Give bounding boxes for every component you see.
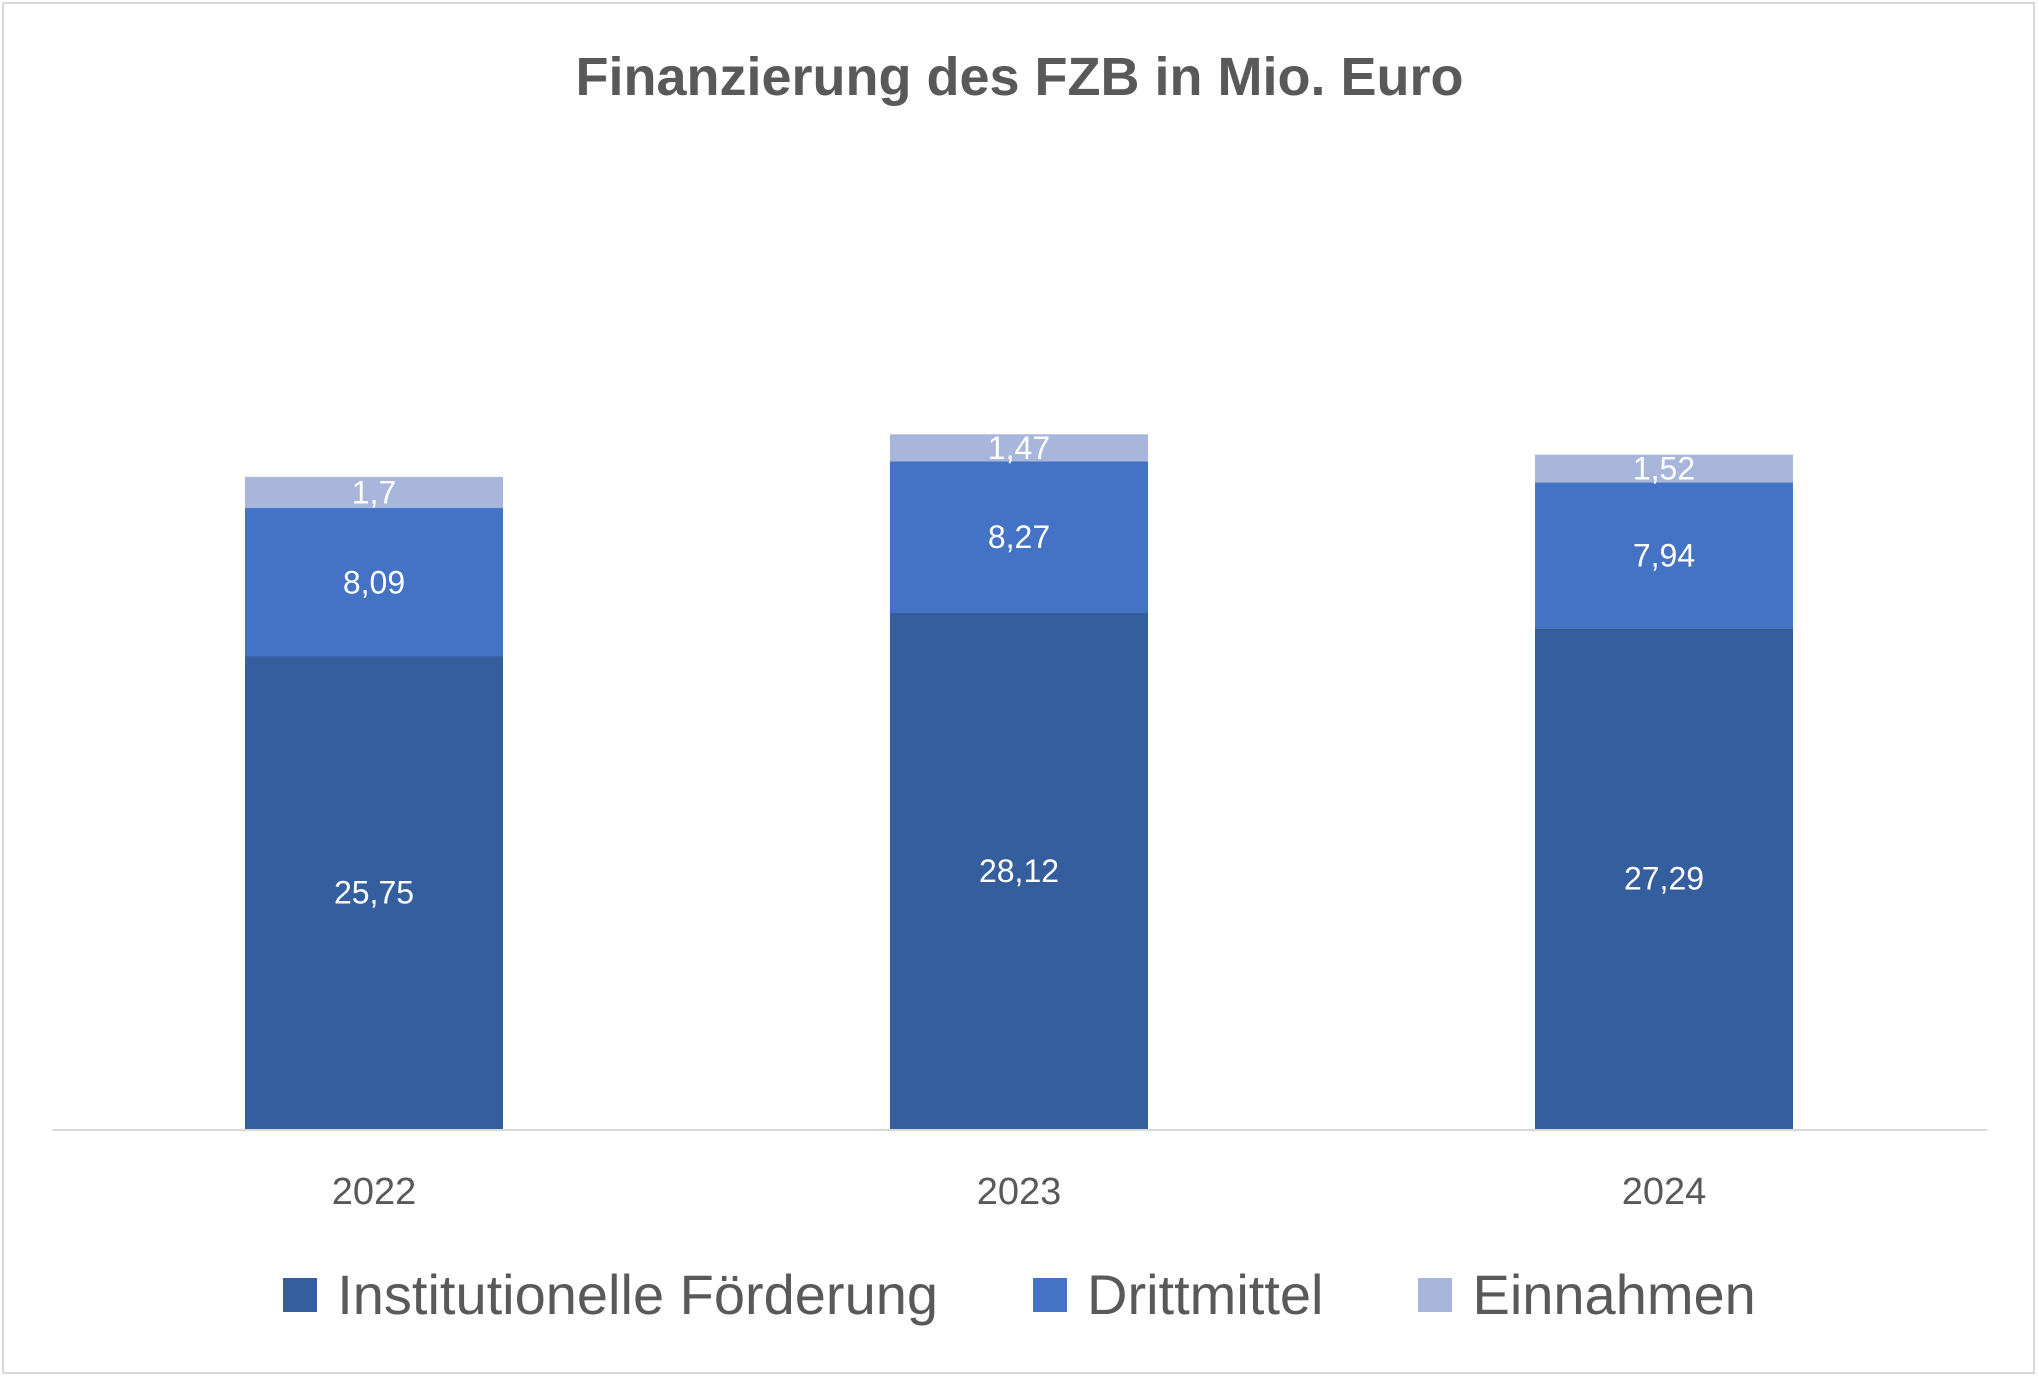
legend-swatch-drittmittel <box>1033 1277 1068 1312</box>
bar-drittmittel-2023 <box>890 461 1148 613</box>
bar-drittmittel-2024 <box>1535 482 1793 629</box>
legend-label-institutionelle-foerderung: Institutionelle Förderung <box>337 1263 939 1326</box>
data-label-institutionelle-foerderung-2023: 28,12 <box>979 853 1059 889</box>
x-tick-label-2024: 2024 <box>1622 1171 1707 1213</box>
chart-title: Finanzierung des FZB in Mio. Euro <box>575 47 1464 107</box>
data-label-einnahmen-2023: 1,47 <box>988 430 1050 466</box>
data-label-drittmittel-2023: 8,27 <box>988 519 1050 555</box>
legend-item-einnahmen: Einnahmen <box>1418 1262 1756 1327</box>
legend-item-drittmittel: Drittmittel <box>1033 1262 1323 1327</box>
data-label-institutionelle-foerderung-2022: 25,75 <box>334 875 414 911</box>
bar-drittmittel-2022 <box>245 508 503 657</box>
x-tick-label-2022: 2022 <box>332 1171 417 1213</box>
legend-swatch-einnahmen <box>1418 1277 1453 1312</box>
legend-label-einnahmen: Einnahmen <box>1472 1263 1756 1326</box>
bar-einnahmen-2022 <box>245 476 503 509</box>
x-tick-label-2023: 2023 <box>977 1171 1062 1213</box>
bar-institutionelle-foerderung-2023 <box>890 612 1148 1129</box>
bar-institutionelle-foerderung-2024 <box>1535 628 1793 1129</box>
bar-institutionelle-foerderung-2022 <box>245 656 503 1129</box>
data-label-drittmittel-2024: 7,94 <box>1633 537 1695 573</box>
legend-item-institutionelle-foerderung: Institutionelle Förderung <box>283 1262 938 1327</box>
legend-label-drittmittel: Drittmittel <box>1087 1263 1324 1326</box>
bar-einnahmen-2023 <box>890 434 1148 462</box>
data-label-einnahmen-2024: 1,52 <box>1633 451 1695 487</box>
data-label-einnahmen-2022: 1,7 <box>352 474 396 510</box>
data-label-institutionelle-foerderung-2024: 27,29 <box>1624 861 1704 897</box>
data-label-drittmittel-2022: 8,09 <box>343 564 405 600</box>
legend-swatch-institutionelle-foerderung <box>283 1277 318 1312</box>
bar-einnahmen-2024 <box>1535 454 1793 483</box>
chart-legend: Institutionelle Förderung Drittmittel Ei… <box>0 1262 2039 1327</box>
